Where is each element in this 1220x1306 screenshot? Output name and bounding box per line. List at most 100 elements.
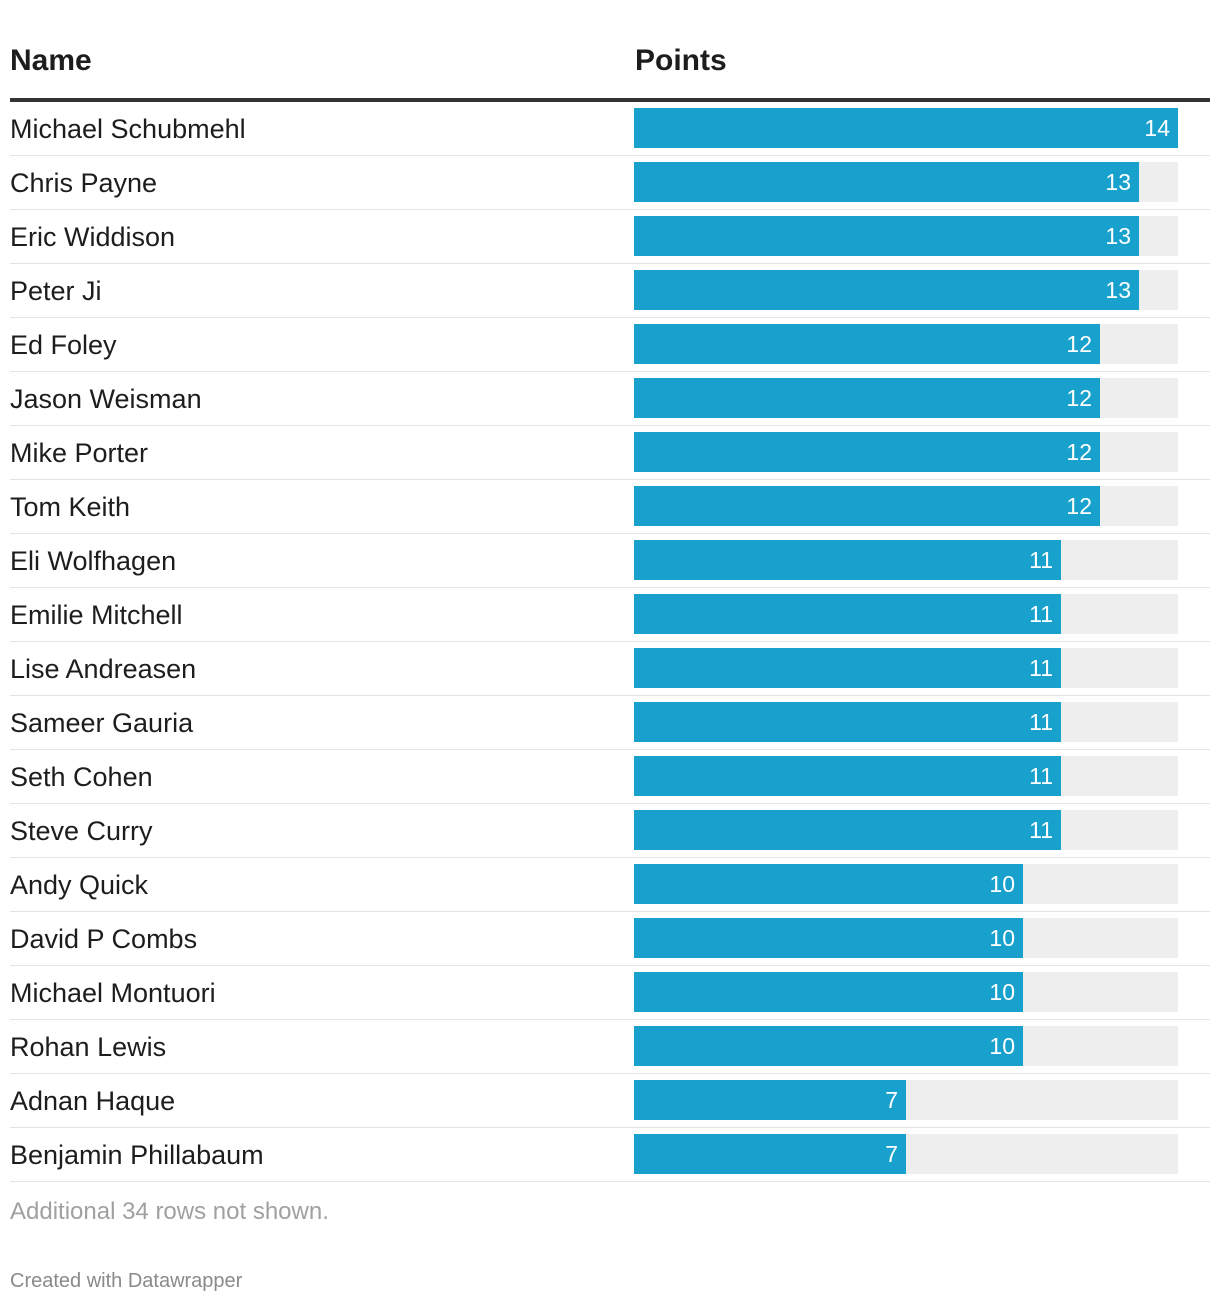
- row-name: Benjamin Phillabaum: [10, 1140, 264, 1170]
- table-row: Lise Andreasen 11: [10, 642, 1210, 696]
- bar-track: 10: [634, 1026, 1178, 1066]
- bar-track: 12: [634, 378, 1178, 418]
- bar: 14: [634, 108, 1178, 148]
- bar: 12: [634, 324, 1100, 364]
- leaderboard-table: Name Points Michael Schubmehl 14 Chris Pay…: [10, 0, 1210, 1182]
- table-row: Peter Ji 13: [10, 264, 1210, 318]
- row-name: Michael Schubmehl: [10, 114, 246, 144]
- bar-track: 7: [634, 1080, 1178, 1120]
- bar-value-label: 12: [1066, 439, 1092, 465]
- table-row: Benjamin Phillabaum 7: [10, 1128, 1210, 1182]
- bar: 10: [634, 1026, 1023, 1066]
- bar-value-label: 13: [1105, 169, 1131, 195]
- bar-track: 7: [634, 1134, 1178, 1174]
- bar: 7: [634, 1134, 906, 1174]
- bar-track: 11: [634, 756, 1178, 796]
- row-name: Michael Montuori: [10, 978, 216, 1008]
- bar-value-label: 11: [1029, 601, 1053, 627]
- bar-value-label: 7: [885, 1141, 898, 1167]
- row-name: Adnan Haque: [10, 1086, 176, 1116]
- bar: 12: [634, 486, 1100, 526]
- table-header: Name Points: [10, 0, 1210, 102]
- table-row: Eli Wolfhagen 11: [10, 534, 1210, 588]
- bar-track: 13: [634, 270, 1178, 310]
- column-header-name[interactable]: Name: [10, 44, 92, 77]
- row-name: Emilie Mitchell: [10, 600, 183, 630]
- table-row: David P Combs 10: [10, 912, 1210, 966]
- column-header-points[interactable]: Points: [635, 44, 727, 77]
- bar: 12: [634, 378, 1100, 418]
- table-row: Ed Foley 12: [10, 318, 1210, 372]
- bar: 11: [634, 648, 1061, 688]
- table-row: Rohan Lewis 10: [10, 1020, 1210, 1074]
- table-row: Seth Cohen 11: [10, 750, 1210, 804]
- bar: 11: [634, 594, 1061, 634]
- table-row: Eric Widdison 13: [10, 210, 1210, 264]
- table-row: Mike Porter 12: [10, 426, 1210, 480]
- bar-value-label: 12: [1066, 493, 1092, 519]
- bar-value-label: 7: [885, 1087, 898, 1113]
- bar: 11: [634, 756, 1061, 796]
- bar-value-label: 10: [989, 925, 1015, 951]
- bar-value-label: 11: [1029, 763, 1053, 789]
- bar: 7: [634, 1080, 906, 1120]
- row-name: Andy Quick: [10, 870, 149, 900]
- bar-value-label: 12: [1066, 331, 1092, 357]
- bar-track: 14: [634, 108, 1178, 148]
- table-row: Adnan Haque 7: [10, 1074, 1210, 1128]
- bar-value-label: 10: [989, 871, 1015, 897]
- bar: 10: [634, 972, 1023, 1012]
- table-row: Jason Weisman 12: [10, 372, 1210, 426]
- bar-value-label: 11: [1029, 547, 1053, 573]
- bar: 13: [634, 162, 1139, 202]
- row-name: Rohan Lewis: [10, 1032, 167, 1062]
- bar-track: 12: [634, 486, 1178, 526]
- bar: 10: [634, 864, 1023, 904]
- bar-track: 10: [634, 864, 1178, 904]
- bar: 10: [634, 918, 1023, 958]
- bar-track: 11: [634, 648, 1178, 688]
- footer-credit: Created with Datawrapper: [10, 1270, 243, 1292]
- bar: 11: [634, 702, 1061, 742]
- bar-track: 11: [634, 540, 1178, 580]
- bar-value-label: 10: [989, 979, 1015, 1005]
- row-name: Eli Wolfhagen: [10, 546, 177, 576]
- bar-track: 13: [634, 216, 1178, 256]
- row-name: Eric Widdison: [10, 222, 176, 252]
- table-row: Steve Curry 11: [10, 804, 1210, 858]
- row-name: Sameer Gauria: [10, 708, 194, 738]
- bar-track: 13: [634, 162, 1178, 202]
- bar: 11: [634, 810, 1061, 850]
- row-name: Seth Cohen: [10, 762, 153, 792]
- row-name: Lise Andreasen: [10, 654, 197, 684]
- bar-track: 11: [634, 810, 1178, 850]
- row-name: Ed Foley: [10, 330, 117, 360]
- bar: 12: [634, 432, 1100, 472]
- bar-value-label: 12: [1066, 385, 1092, 411]
- bar: 13: [634, 270, 1139, 310]
- table-row: Michael Schubmehl 14: [10, 102, 1210, 156]
- bar-value-label: 11: [1029, 817, 1053, 843]
- bar-track: 11: [634, 594, 1178, 634]
- bar-track: 10: [634, 972, 1178, 1012]
- row-name: Chris Payne: [10, 168, 158, 198]
- table-row: Andy Quick 10: [10, 858, 1210, 912]
- bar-track: 12: [634, 324, 1178, 364]
- bar: 13: [634, 216, 1139, 256]
- table-notes: Additional 34 rows not shown.: [10, 1198, 329, 1225]
- bar: 11: [634, 540, 1061, 580]
- row-name: Tom Keith: [10, 492, 131, 522]
- bar-track: 11: [634, 702, 1178, 742]
- bar-value-label: 13: [1105, 223, 1131, 249]
- row-name: Steve Curry: [10, 816, 153, 846]
- bar-value-label: 11: [1029, 709, 1053, 735]
- row-name: David P Combs: [10, 924, 198, 954]
- bar-value-label: 10: [989, 1033, 1015, 1059]
- row-name: Peter Ji: [10, 276, 102, 306]
- bar-value-label: 13: [1105, 277, 1131, 303]
- row-name: Jason Weisman: [10, 384, 202, 414]
- table-row: Chris Payne 13: [10, 156, 1210, 210]
- bar-value-label: 11: [1029, 655, 1053, 681]
- table-row: Tom Keith 12: [10, 480, 1210, 534]
- bar-value-label: 14: [1144, 115, 1170, 141]
